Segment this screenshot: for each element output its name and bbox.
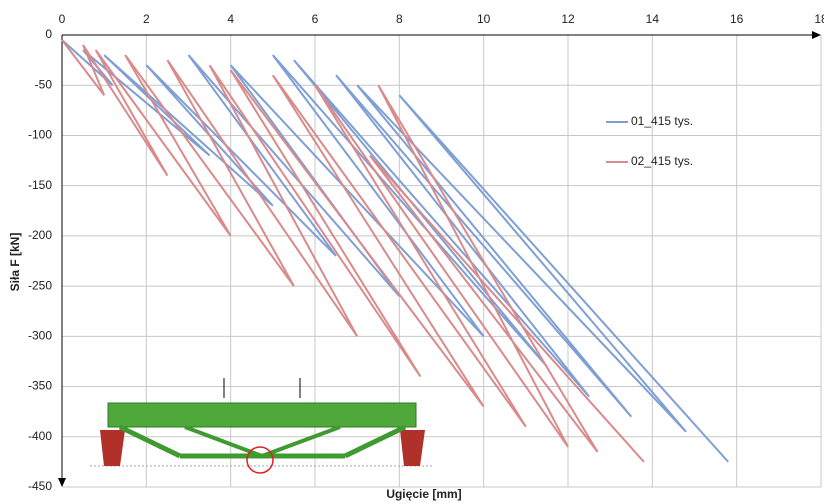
y-axis-arrow [58,478,66,487]
x-tick-label: 4 [227,12,234,26]
x-tick-label: 6 [312,12,319,26]
x-tick-label: 16 [730,12,744,26]
chart: Ugięcie [mm] Siła F [kN] 0 2 4 6 8 10 12 14 16 18… [0,0,824,503]
legend-label: 01_415 tys. [631,114,693,128]
x-tick-label: 14 [646,12,660,26]
x-tick-label: 18 [814,12,824,26]
data-line [62,40,644,462]
y-tick-label: -350 [28,379,52,393]
y-tick-label: -50 [35,77,53,91]
y-tick-label: 0 [45,27,52,41]
x-axis-arrow [812,31,821,39]
beam-illustration [90,378,432,473]
x-tick-label: 8 [396,12,403,26]
x-tick-label: 12 [561,12,575,26]
y-tick-label: -300 [28,329,52,343]
y-axis-title: Siła F [kN] [8,233,22,292]
data-line [62,40,728,462]
y-tick-label: -200 [28,228,52,242]
x-axis-title: Ugięcie [mm] [386,487,461,501]
x-tick-label: 0 [59,12,66,26]
y-tick-label: -400 [28,429,52,443]
y-tick-label: -450 [28,479,52,493]
x-tick-label: 2 [143,12,150,26]
x-tick-label: 10 [477,12,491,26]
legend-label: 02_415 tys. [631,154,693,168]
y-tick-label: -100 [28,128,52,142]
y-tick-label: -150 [28,178,52,192]
y-tick-label: -250 [28,278,52,292]
